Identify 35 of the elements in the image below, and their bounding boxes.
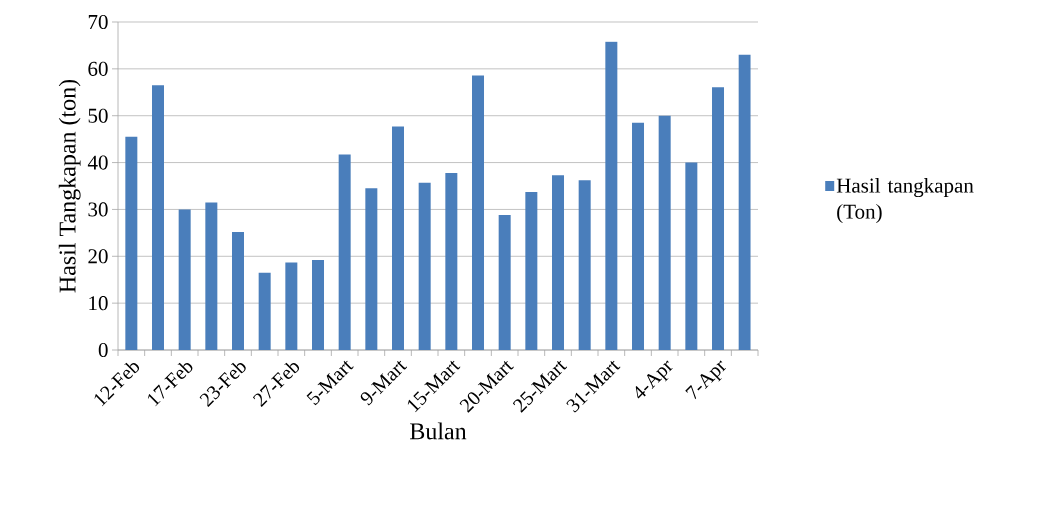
bar <box>552 175 565 350</box>
bar <box>125 136 138 350</box>
bar <box>445 172 458 350</box>
y-tick-label: 0 <box>98 342 108 358</box>
y-tick-label: 10 <box>89 296 108 311</box>
bar <box>152 85 164 350</box>
bar <box>712 87 725 350</box>
bar <box>205 202 218 350</box>
y-axis-title: Hasil Tangkapan (ton) <box>58 79 81 293</box>
x-axis-title: Bulan <box>410 422 467 440</box>
y-tick-label: 20 <box>88 249 108 264</box>
y-tick-label: 50 <box>88 108 108 123</box>
bar <box>658 115 671 350</box>
bar <box>285 262 298 350</box>
bar <box>232 231 244 350</box>
bar <box>472 75 485 350</box>
bar <box>258 272 271 350</box>
y-tick-label: 70 <box>88 14 108 30</box>
bar <box>365 188 378 350</box>
bar <box>578 180 591 350</box>
bar <box>685 162 698 350</box>
bar <box>178 209 191 350</box>
y-tick-label: 30 <box>88 202 108 217</box>
bar <box>738 54 751 350</box>
bar <box>632 122 645 350</box>
bar <box>605 41 618 350</box>
y-tick-label: 60 <box>88 61 108 76</box>
bar <box>312 260 324 350</box>
bar <box>418 182 431 350</box>
y-tick-label: 40 <box>87 155 108 170</box>
legend-label: Hasil tangkapan (Ton) <box>836 177 974 223</box>
bar <box>338 154 351 350</box>
bar <box>498 215 511 350</box>
bar <box>392 126 404 350</box>
bar <box>525 192 538 350</box>
